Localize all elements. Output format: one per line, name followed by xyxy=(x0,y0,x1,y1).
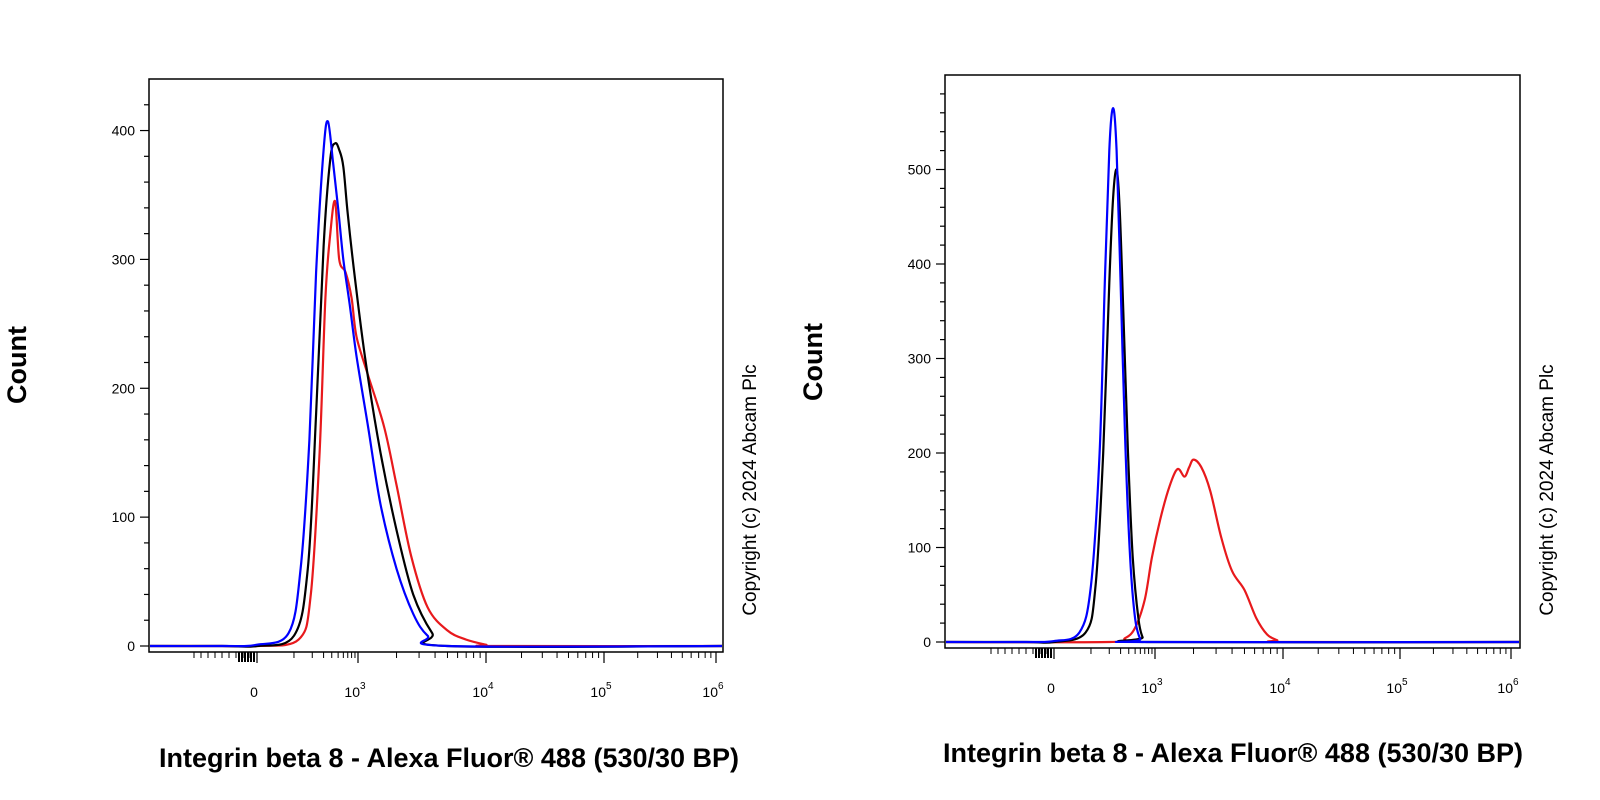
x-tick-label: 0 xyxy=(250,684,258,700)
histogram-series-line xyxy=(149,119,723,648)
y-axis: 0 100 200 300 400 xyxy=(112,104,149,654)
histogram-panel-right: 0 100 200 300 400 500 0 103 104 105 106 Count Int… xyxy=(798,74,1558,768)
copyright-text: Copyright (c) 2024 Abcam Plc xyxy=(740,364,761,615)
y-axis-title: Count xyxy=(798,323,828,401)
y-tick-label: 0 xyxy=(923,634,931,650)
x-tick-label: 105 xyxy=(1386,677,1408,696)
x-tick-label: 104 xyxy=(1269,677,1291,696)
plot-frame xyxy=(148,78,724,653)
y-tick-label: 200 xyxy=(908,445,932,461)
x-axis: 0 103 104 105 106 xyxy=(990,648,1519,696)
x-tick-label: 106 xyxy=(1497,677,1519,696)
y-tick-label: 300 xyxy=(112,251,136,267)
y-tick-label: 500 xyxy=(908,162,932,178)
y-axis-title: Count xyxy=(2,326,32,404)
x-tick-label: 103 xyxy=(1141,677,1163,696)
x-axis-title: Integrin beta 8 - Alexa Fluor® 488 (530/… xyxy=(943,738,1523,768)
series-layer xyxy=(945,107,1520,644)
y-tick-label: 200 xyxy=(112,380,136,396)
x-axis: 0 103 104 105 106 xyxy=(193,652,724,700)
y-tick-label: 400 xyxy=(112,123,136,139)
x-tick-label: 105 xyxy=(590,681,612,700)
plot-frame xyxy=(944,74,1521,649)
histogram-series-line xyxy=(150,141,723,649)
series-layer xyxy=(149,119,723,649)
x-tick-label: 0 xyxy=(1047,680,1055,696)
x-tick-label: 103 xyxy=(344,681,366,700)
y-tick-label: 100 xyxy=(908,540,932,556)
y-tick-label: 100 xyxy=(112,509,136,525)
y-axis: 0 100 200 300 400 500 xyxy=(908,93,945,650)
x-tick-label: 104 xyxy=(472,681,494,700)
copyright-text: Copyright (c) 2024 Abcam Plc xyxy=(1537,364,1558,615)
x-axis-title: Integrin beta 8 - Alexa Fluor® 488 (530/… xyxy=(159,743,739,773)
histogram-series-line xyxy=(945,107,1520,644)
histogram-panel-left: 0 100 200 300 400 0 103 104 105 106 Count Integr… xyxy=(2,78,761,773)
y-tick-label: 300 xyxy=(908,351,932,367)
x-tick-label: 106 xyxy=(702,681,724,700)
y-tick-label: 400 xyxy=(908,256,932,272)
y-tick-label: 0 xyxy=(127,638,135,654)
histogram-series-line xyxy=(150,199,723,648)
